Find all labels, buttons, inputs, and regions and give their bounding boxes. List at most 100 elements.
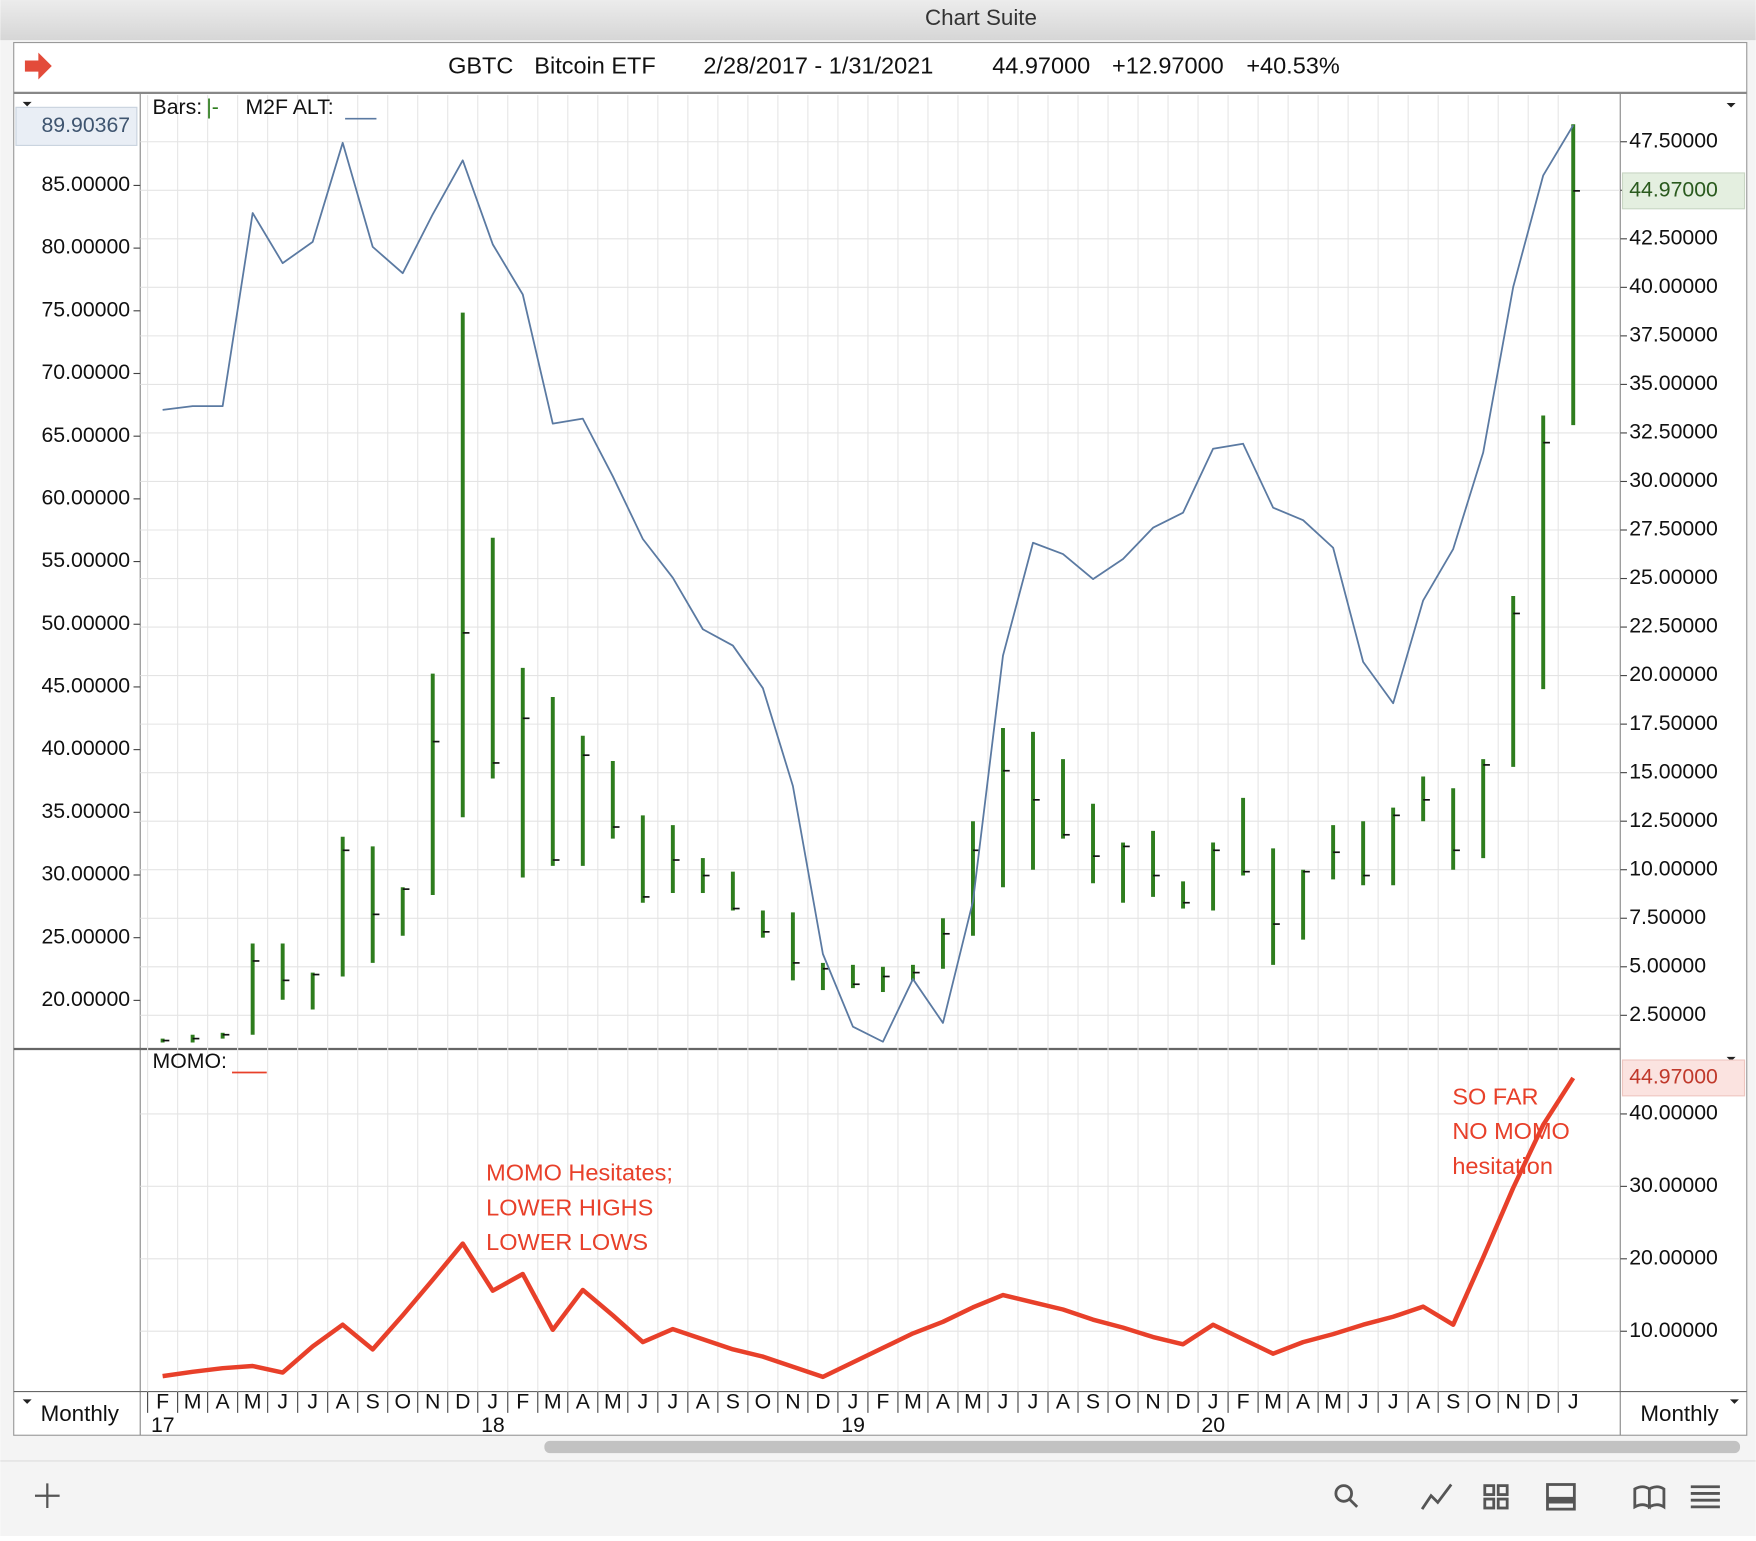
symbol: GBTC [448, 52, 513, 78]
x-tick-label: D [455, 1389, 470, 1413]
x-tick-label: J [307, 1389, 318, 1413]
year-label: 20 [1201, 1413, 1225, 1437]
tick-label: 37.50000 [1629, 323, 1718, 347]
year-label: 17 [151, 1413, 175, 1437]
tick-label: 60.00000 [41, 485, 130, 509]
annotation: LOWER HIGHS [486, 1194, 653, 1220]
tick-label: 15.00000 [1629, 759, 1718, 783]
tick-label: 85.00000 [41, 172, 130, 196]
x-tick-label: J [1028, 1389, 1039, 1413]
add-button[interactable] [34, 1483, 60, 1509]
title-bar [0, 0, 1756, 41]
last-value-box [1621, 1059, 1746, 1097]
last-value-label: 44.97000 [1629, 1065, 1718, 1089]
price-change: +12.97000 [1112, 52, 1224, 78]
tick-label: 35.00000 [1629, 371, 1718, 395]
tick-label: 55.00000 [41, 548, 130, 572]
x-tick-label: J [638, 1389, 649, 1413]
x-tick-label: O [755, 1389, 772, 1413]
x-tick-label: M [1264, 1389, 1282, 1413]
scrollbar[interactable] [544, 1440, 1741, 1454]
last-value-label: 89.90367 [41, 113, 130, 137]
tick-label: 25.00000 [1629, 565, 1718, 589]
percent-change: +40.53% [1246, 52, 1340, 78]
year-label: 19 [841, 1413, 865, 1437]
x-tick-label: A [216, 1389, 231, 1413]
legend-momo: MOMO: [153, 1049, 227, 1073]
x-tick-label: D [1536, 1389, 1551, 1413]
tick-label: 20.00000 [1629, 662, 1718, 686]
x-tick-label: F [156, 1389, 169, 1413]
tick-label: 35.00000 [41, 799, 130, 823]
x-tick-label: D [815, 1389, 830, 1413]
tick-label: 40.00000 [1629, 274, 1718, 298]
tick-label: 30.00000 [1629, 468, 1718, 492]
arrow-icon[interactable] [24, 52, 52, 80]
annotation: MOMO Hesitates; [486, 1160, 673, 1186]
tick-label: 22.50000 [1629, 614, 1718, 638]
legend-bars: Bars: [153, 95, 203, 119]
last-value-label: 44.97000 [1629, 177, 1718, 201]
last-price: 44.97000 [992, 52, 1090, 78]
tick-label: 30.00000 [1629, 1173, 1718, 1197]
date-range: 2/28/2017 - 1/31/2021 [703, 52, 933, 78]
x-tick-label: M [604, 1389, 622, 1413]
x-tick-label: S [1086, 1389, 1100, 1413]
last-value-box [1621, 172, 1746, 210]
tick-label: 80.00000 [41, 235, 130, 259]
tick-label: 2.50000 [1629, 1002, 1706, 1026]
x-tick-label: J [668, 1389, 679, 1413]
x-tick-label: M [184, 1389, 202, 1413]
tick-label: 75.00000 [41, 297, 130, 321]
x-tick-label: J [1208, 1389, 1219, 1413]
periodicity-left[interactable]: Monthly [41, 1401, 120, 1426]
tick-label: 7.50000 [1629, 905, 1706, 929]
x-tick-label: J [487, 1389, 498, 1413]
tick-label: 40.00000 [41, 736, 130, 760]
x-tick-label: J [1568, 1389, 1579, 1413]
last-value-box [15, 106, 138, 146]
tick-label: 12.50000 [1629, 808, 1718, 832]
tick-label: 10.00000 [1629, 1318, 1718, 1342]
x-tick-label: O [394, 1389, 411, 1413]
tick-label: 25.00000 [41, 924, 130, 948]
legend-m2f: M2F ALT: [245, 95, 333, 119]
x-tick-label: J [1388, 1389, 1399, 1413]
tick-label: 50.00000 [41, 611, 130, 635]
x-tick-label: A [1416, 1389, 1431, 1413]
x-tick-label: O [1115, 1389, 1132, 1413]
x-tick-label: A [1296, 1389, 1311, 1413]
window-title: Chart Suite [925, 5, 1037, 30]
x-tick-label: J [1358, 1389, 1369, 1413]
tick-label: 40.00000 [1629, 1101, 1718, 1125]
tick-label: 47.50000 [1629, 128, 1718, 152]
chart-frame [13, 41, 1748, 1436]
tick-label: 20.00000 [1629, 1245, 1718, 1269]
x-tick-label: J [277, 1389, 288, 1413]
toolbar-icons[interactable] [1334, 1483, 1720, 1511]
x-tick-label: N [785, 1389, 800, 1413]
x-tick-label: F [516, 1389, 529, 1413]
x-tick-label: A [936, 1389, 951, 1413]
periodicity-right[interactable]: Monthly [1640, 1401, 1719, 1426]
tick-label: 27.50000 [1629, 517, 1718, 541]
momo-line [162, 1076, 1576, 1380]
x-tick-label: M [544, 1389, 562, 1413]
x-tick-label: J [848, 1389, 859, 1413]
annotation: NO MOMO [1452, 1118, 1570, 1144]
tick-label: 20.00000 [41, 987, 130, 1011]
x-tick-label: M [1324, 1389, 1342, 1413]
x-tick-label: F [876, 1389, 889, 1413]
x-tick-label: S [726, 1389, 740, 1413]
annotation: hesitation [1452, 1153, 1553, 1179]
security-name: Bitcoin ETF [534, 52, 655, 78]
x-tick-label: J [998, 1389, 1009, 1413]
x-tick-label: A [576, 1389, 591, 1413]
tick-label: 45.00000 [41, 674, 130, 698]
tick-label: 32.50000 [1629, 420, 1718, 444]
year-label: 18 [481, 1413, 505, 1437]
x-tick-label: O [1475, 1389, 1492, 1413]
legend-bars-symbol: |- [206, 95, 219, 119]
